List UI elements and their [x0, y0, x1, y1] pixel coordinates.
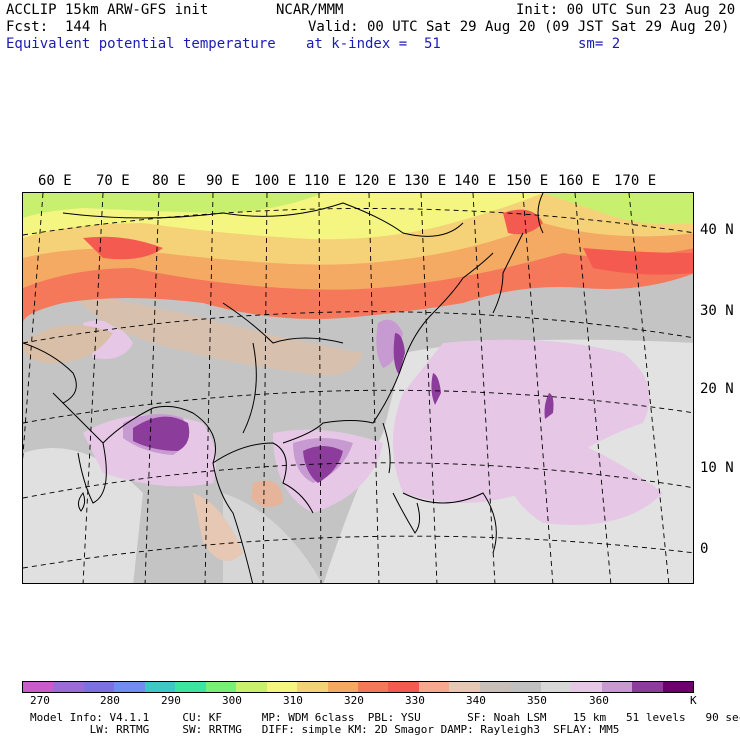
colorbar-swatch: [632, 682, 663, 692]
colorbar-swatch: [297, 682, 328, 692]
lat-label: 20 N: [700, 381, 734, 397]
level-label: at k-index = 51: [306, 36, 441, 52]
colorbar-swatch: [510, 682, 541, 692]
colorbar-swatch: [571, 682, 602, 692]
colorbar-swatch: [479, 682, 511, 692]
colorbar-swatch: [540, 682, 572, 692]
lon-label: 60 E: [38, 173, 72, 189]
colorbar-swatch: [418, 682, 450, 692]
colorbar: [22, 681, 694, 693]
colorbar-swatch: [53, 682, 84, 692]
model-info-line1: Model Info: V4.1.1 CU: KF MP: WDM 6class…: [30, 711, 740, 724]
model-info-line2: LW: RRTMG SW: RRTMG DIFF: simple KM: 2D …: [30, 723, 620, 736]
colorbar-tick: 360: [589, 694, 609, 707]
lon-label: 150 E: [506, 173, 549, 189]
colorbar-swatch: [449, 682, 480, 692]
lat-label: 30 N: [700, 303, 734, 319]
colorbar-swatch: [175, 682, 206, 692]
colorbar-unit: K: [690, 694, 697, 707]
colorbar-tick: 300: [222, 694, 242, 707]
lon-label: 140 E: [454, 173, 497, 189]
theta-e-map: [22, 192, 694, 584]
colorbar-swatch: [357, 682, 389, 692]
colorbar-swatch: [205, 682, 237, 692]
colorbar-swatch: [601, 682, 633, 692]
colorbar-swatch: [236, 682, 267, 692]
colorbar-swatch: [144, 682, 176, 692]
lat-label: 10 N: [700, 460, 734, 476]
lon-label: 160 E: [558, 173, 601, 189]
model-title: ACCLIP 15km ARW-GFS init: [6, 2, 209, 18]
lon-label: 90 E: [206, 173, 240, 189]
colorbar-swatch: [266, 682, 298, 692]
colorbar-tick: 290: [161, 694, 181, 707]
lon-label: 120 E: [354, 173, 397, 189]
smoothing-label: sm= 2: [578, 36, 621, 52]
valid-time: Valid: 00 UTC Sat 29 Aug 20 (09 JST Sat …: [308, 19, 730, 35]
init-time: Init: 00 UTC Sun 23 Aug 20: [516, 2, 736, 18]
forecast-hour: Fcst: 144 h: [6, 19, 108, 35]
lat-label: 40 N: [700, 222, 734, 238]
colorbar-swatch: [388, 682, 419, 692]
colorbar-swatch: [114, 682, 145, 692]
colorbar-tick: 350: [527, 694, 547, 707]
colorbar-swatch: [662, 682, 693, 692]
lon-label: 100 E: [254, 173, 297, 189]
colorbar-swatch: [23, 682, 54, 692]
org-label: NCAR/MMM: [276, 2, 344, 18]
colorbar-swatch: [327, 682, 358, 692]
colorbar-tick: 280: [100, 694, 120, 707]
colorbar-tick: 330: [405, 694, 425, 707]
lon-label: 170 E: [614, 173, 657, 189]
colorbar-tick: 270: [30, 694, 50, 707]
colorbar-tick: 310: [283, 694, 303, 707]
colorbar-swatch: [83, 682, 115, 692]
colorbar-tick: 340: [466, 694, 486, 707]
lon-label: 110 E: [304, 173, 347, 189]
colorbar-tick: 320: [344, 694, 364, 707]
lon-label: 80 E: [152, 173, 186, 189]
lon-label: 70 E: [96, 173, 130, 189]
field-name: Equivalent potential temperature: [6, 36, 276, 52]
lat-label: 0: [700, 541, 709, 557]
lon-label: 130 E: [404, 173, 447, 189]
